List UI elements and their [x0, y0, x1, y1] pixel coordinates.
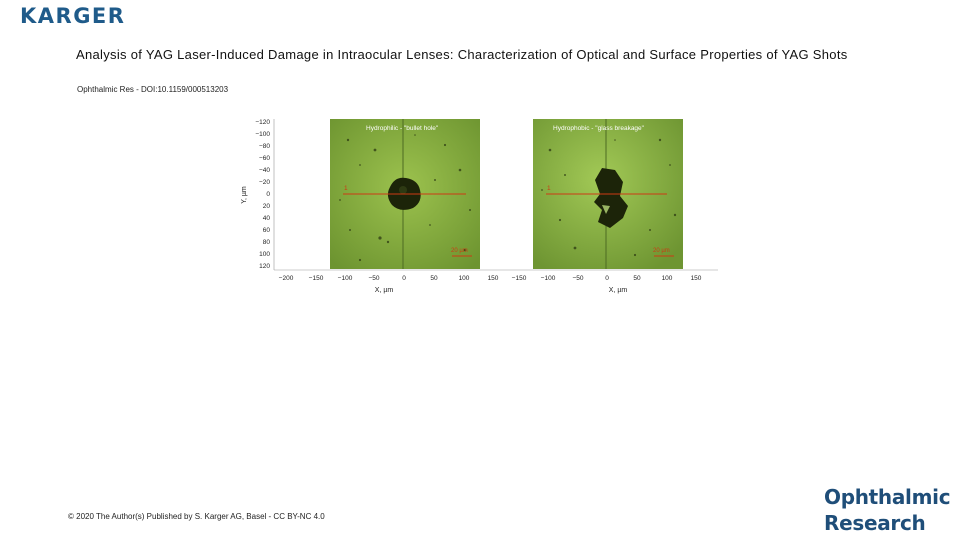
y-tick: 120 — [259, 263, 270, 270]
yag-figure: Y, µm −120 −100 −80 −60 −40 −20 0 20 40 … — [241, 119, 718, 294]
journal-logo: Ophthalmic Research — [824, 484, 951, 536]
y-tick: 60 — [263, 227, 271, 234]
profile-marker: 1 — [344, 185, 348, 192]
citation-doi: Ophthalmic Res - DOI:10.1159/000513203 — [77, 85, 229, 94]
x-tick: 150 — [488, 275, 499, 282]
x-tick: −100 — [541, 275, 556, 282]
y-tick: 0 — [266, 191, 270, 198]
scale-bar-label: 20 µm — [451, 248, 468, 254]
slide-title: Analysis of YAG Laser-Induced Damage in … — [76, 47, 848, 62]
y-tick: −120 — [255, 119, 270, 126]
x-tick: 100 — [662, 275, 673, 282]
x-axis-ticks: −200 −150 −100 −50 0 50 100 150 −150 −10… — [279, 275, 702, 282]
y-tick: 100 — [259, 251, 270, 258]
y-tick: −40 — [259, 167, 270, 174]
y-tick: −80 — [259, 143, 270, 150]
x-tick: −150 — [309, 275, 324, 282]
x-tick: 50 — [430, 275, 438, 282]
scale-bar-label: 20 µm — [653, 248, 670, 254]
x-tick: 0 — [402, 275, 406, 282]
x-tick: 150 — [691, 275, 702, 282]
x-tick: 50 — [633, 275, 641, 282]
profile-marker: 1 — [547, 185, 551, 192]
y-tick: −20 — [259, 179, 270, 186]
x-tick: −150 — [512, 275, 527, 282]
panel-hydrophobic: 1 Hydrophobic - "glass breakage" 20 µm — [533, 119, 683, 269]
y-tick: 40 — [263, 215, 271, 222]
x-axis-label: X, µm — [375, 287, 394, 294]
x-tick: −50 — [368, 275, 379, 282]
y-tick: −60 — [259, 155, 270, 162]
x-axis-label: X, µm — [609, 287, 628, 294]
x-tick: −100 — [338, 275, 353, 282]
y-tick: 80 — [263, 239, 271, 246]
y-tick: −100 — [255, 131, 270, 138]
x-tick: −50 — [572, 275, 583, 282]
panel-title: Hydrophilic - "bullet hole" — [366, 125, 439, 132]
y-tick: 20 — [263, 203, 271, 210]
journal-logo-line2: Research — [824, 511, 926, 535]
panel-title: Hydrophobic - "glass breakage" — [553, 125, 645, 132]
y-axis: −120 −100 −80 −60 −40 −20 0 20 40 60 80 … — [255, 119, 275, 270]
x-tick: 0 — [605, 275, 609, 282]
copyright-footer: © 2020 The Author(s) Published by S. Kar… — [68, 512, 325, 521]
x-tick: −200 — [279, 275, 294, 282]
y-axis-label: Y, µm — [241, 186, 248, 204]
journal-logo-line1: Ophthalmic — [824, 485, 951, 509]
panel-hydrophilic: 1 Hydrophilic - "bullet hole" 20 µm — [330, 119, 480, 269]
damage-spot — [594, 168, 628, 228]
karger-logo: KARGER — [20, 4, 126, 28]
x-tick: 100 — [459, 275, 470, 282]
